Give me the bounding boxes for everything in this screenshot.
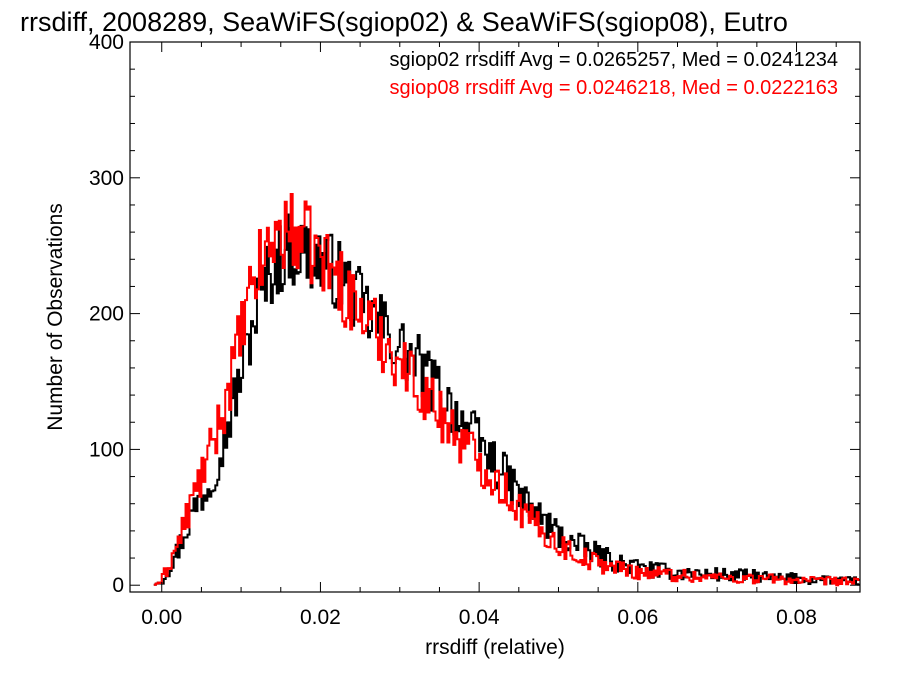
x-tick-label: 0.02 [300,606,341,629]
x-tick-label: 0.04 [459,606,500,629]
plot-frame [129,41,861,593]
x-axis-label: rrsdiff (relative) [425,636,565,659]
x-tick-label: 0.00 [141,606,182,629]
legend-entry-sgiop02: sgiop02 rrsdiff Avg = 0.0265257, Med = 0… [390,49,839,71]
plot-area [153,192,860,587]
x-tick-label: 0.06 [617,606,658,629]
y-tick-label: 400 [89,31,124,54]
series-line-sgiop08 [153,192,860,587]
y-axis-label: Number of Observations [44,203,67,431]
y-tick-label: 300 [89,167,124,190]
x-axis: 0.00 0.02 0.04 0.06 0.08 [141,42,837,629]
y-tick-label: 100 [89,438,124,461]
y-axis: 0 100 200 300 400 [89,31,860,597]
chart-title: rrsdiff, 2008289, SeaWiFS(sgiop02) & Sea… [20,7,788,37]
y-tick-label: 200 [89,303,124,326]
y-tick-label: 0 [112,574,124,597]
legend-entry-sgiop08: sgiop08 rrsdiff Avg = 0.0246218, Med = 0… [390,77,839,99]
x-tick-label: 0.08 [776,606,817,629]
